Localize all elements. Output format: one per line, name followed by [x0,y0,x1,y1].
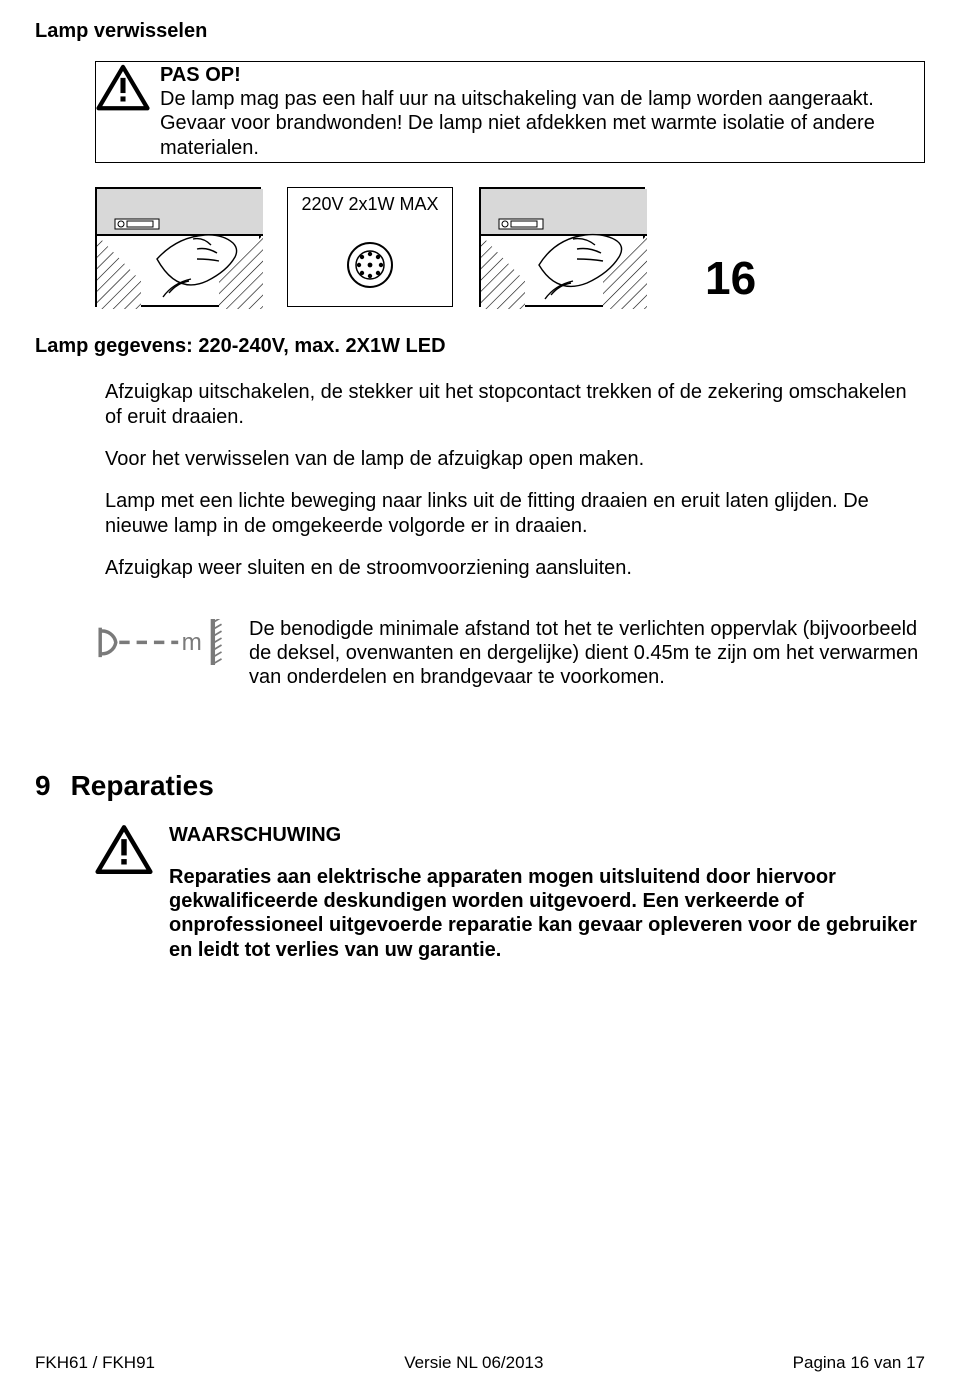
section-title: Lamp verwisselen [35,20,925,43]
bullet-item: Lamp met een lichte beweging naar links … [105,489,925,538]
repair-warning-body: Reparaties aan elektrische apparaten mog… [169,865,925,963]
page-footer: FKH61 / FKH91 Versie NL 06/2013 Pagina 1… [35,1353,925,1373]
warning-icon [96,64,150,112]
bullet-list: Afzuigkap uitschakelen, de stekker uit h… [105,380,925,580]
footer-right: Pagina 16 van 17 [793,1353,925,1373]
diagram-insert-lamp [479,187,645,307]
bullet-item: Afzuigkap weer sluiten en de stroomvoorz… [105,556,925,580]
led-bulb-icon [343,238,397,292]
caution-box: PAS OP! De lamp mag pas een half uur na … [95,61,925,163]
caution-title: PAS OP! [160,64,918,87]
repair-warning-title: WAARSCHUWING [169,824,925,847]
lamp-spec-panel: 220V 2x1W MAX [287,187,453,307]
diagram-remove-lamp [95,187,261,307]
section-name: Reparaties [71,770,214,802]
caution-body: De lamp mag pas een half uur na uitschak… [160,87,918,160]
lamp-voltage-text: 220V 2x1W MAX [288,194,452,215]
distance-text: De benodigde minimale afstand tot het te… [249,617,925,690]
min-distance-icon: m [95,619,225,666]
section-number: 9 [35,770,51,802]
diagram-row: 220V 2x1W MAX [95,187,925,307]
bullet-item: Voor het verwisselen van de lamp de afzu… [105,447,925,471]
warning-icon [95,824,153,876]
figure-number: 16 [705,251,756,305]
section-9-heading: 9 Reparaties [35,770,925,802]
footer-center: Versie NL 06/2013 [404,1353,543,1373]
repair-warning-block: WAARSCHUWING Reparaties aan elektrische … [95,824,925,963]
distance-block: m De benodigde minimale afstand tot het … [95,617,925,690]
svg-text:m: m [182,629,202,656]
footer-left: FKH61 / FKH91 [35,1353,155,1373]
lamp-spec-line: Lamp gegevens: 220-240V, max. 2X1W LED [35,335,925,358]
bullet-item: Afzuigkap uitschakelen, de stekker uit h… [105,380,925,429]
